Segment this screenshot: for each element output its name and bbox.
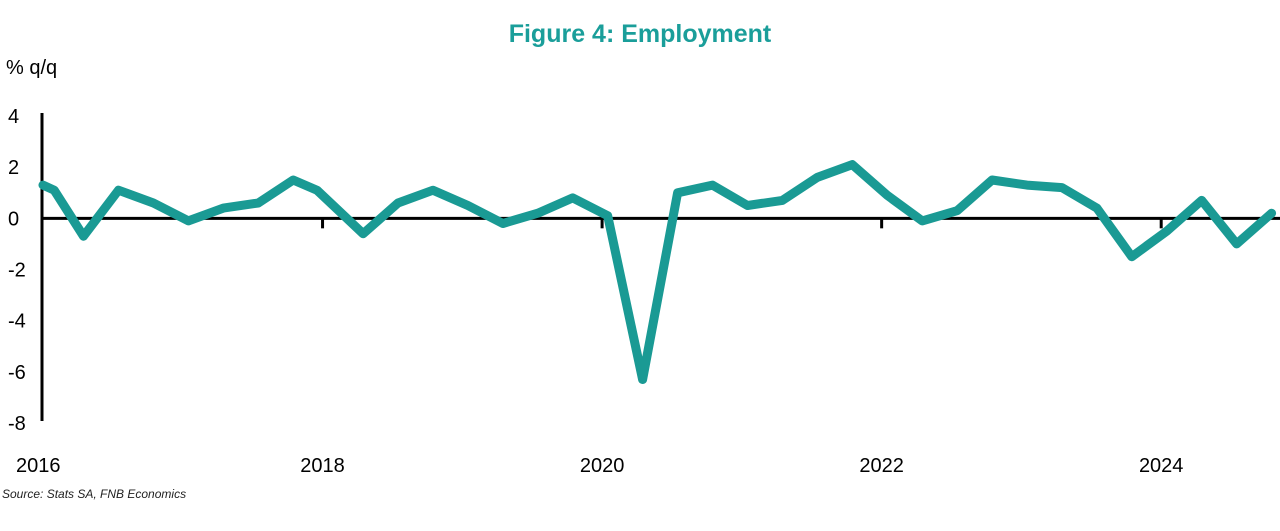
- data-point: [778, 196, 787, 205]
- data-point: [848, 160, 857, 169]
- data-point: [289, 176, 298, 184]
- data-point: [1197, 196, 1206, 205]
- data-point: [498, 219, 507, 228]
- x-tick-label: 2016: [16, 455, 61, 477]
- source-note: Source: Stats SA, FNB Economics: [2, 487, 187, 501]
- data-point: [359, 229, 368, 238]
- data-point: [114, 186, 123, 195]
- x-tick-label: 2020: [580, 455, 625, 477]
- y-tick-label: -8: [8, 413, 26, 435]
- data-point: [743, 201, 752, 210]
- data-point: [1092, 204, 1101, 213]
- y-tick-label: -2: [8, 260, 26, 282]
- data-point: [603, 211, 612, 220]
- data-point: [533, 209, 542, 218]
- series-group: [38, 160, 1277, 384]
- data-point: [1232, 239, 1241, 248]
- data-point: [1162, 227, 1171, 236]
- chart-title: Figure 4: Employment: [508, 20, 772, 48]
- y-axis-unit-label: % q/q: [6, 57, 58, 79]
- data-point: [1127, 252, 1136, 261]
- data-point: [463, 201, 472, 210]
- data-point: [813, 173, 822, 182]
- data-point: [988, 176, 997, 184]
- y-axis-ticks: 4 2 0 -2 -4 -6 -8: [8, 106, 26, 435]
- data-point: [1058, 183, 1066, 192]
- data-point: [1023, 181, 1031, 190]
- y-tick-label: -4: [8, 311, 26, 333]
- data-point: [184, 216, 193, 225]
- data-point: [313, 186, 321, 195]
- y-tick-label: 2: [8, 157, 19, 179]
- x-tick-label: 2024: [1139, 455, 1184, 477]
- data-point: [254, 199, 263, 207]
- y-tick-label: -6: [8, 362, 26, 384]
- data-point: [50, 186, 59, 195]
- y-tick-label: 4: [8, 106, 19, 128]
- data-point: [918, 216, 927, 225]
- data-point: [708, 181, 717, 190]
- data-point: [79, 232, 88, 241]
- data-point: [638, 375, 647, 384]
- data-point: [883, 191, 892, 200]
- x-axis-ticks: 2016 2018 2020 2022 2024: [16, 218, 1183, 477]
- x-tick-label: 2018: [300, 455, 345, 477]
- data-point: [429, 186, 437, 195]
- data-point: [568, 193, 577, 202]
- x-tick-label: 2022: [859, 455, 904, 477]
- data-point: [394, 199, 402, 207]
- data-point: [1267, 209, 1276, 218]
- data-point: [39, 181, 47, 190]
- data-point: [673, 188, 682, 197]
- data-point: [219, 204, 228, 213]
- series-line: [38, 160, 1277, 384]
- data-point: [149, 199, 158, 207]
- y-tick-label: 0: [8, 208, 19, 230]
- data-point: [953, 206, 962, 215]
